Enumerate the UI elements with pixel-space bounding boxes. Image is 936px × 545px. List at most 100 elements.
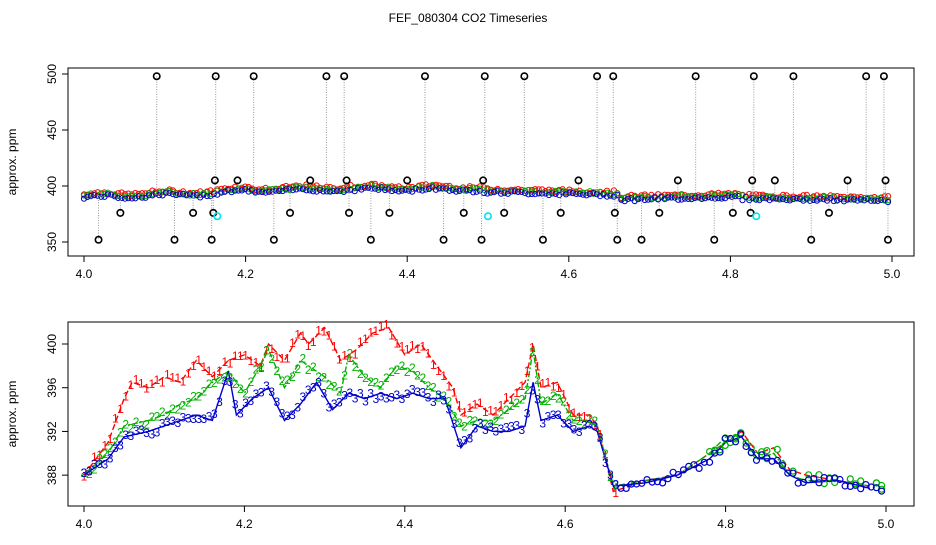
bottom-series-2-point-label: 2 bbox=[128, 422, 135, 436]
bottom-series-1-point-label: 1 bbox=[268, 342, 275, 356]
bottom-series-3-point-label: 3 bbox=[602, 456, 609, 470]
bottom-series-2-point-label: 2 bbox=[581, 418, 588, 432]
bottom-series-3-point-label: 3 bbox=[414, 385, 421, 399]
bottom-series-1-point-label: 1 bbox=[581, 410, 588, 424]
bottom-series-3-point bbox=[768, 457, 776, 465]
bottom-series-1-point-label: 1 bbox=[315, 323, 322, 337]
bottom-series-1-point-label: 1 bbox=[284, 352, 291, 366]
top-outlier-point bbox=[748, 176, 757, 185]
bottom-series-3-point-label: 3 bbox=[174, 416, 181, 430]
top-series-1-point bbox=[242, 183, 249, 190]
top-series-3-point bbox=[518, 188, 525, 195]
top-series-3-point bbox=[118, 194, 125, 202]
top-y-tick-label: 450 bbox=[45, 120, 59, 140]
bottom-series-2-point-label: 2 bbox=[320, 371, 327, 385]
top-series-3-point bbox=[156, 192, 163, 199]
top-outlier-point bbox=[843, 176, 852, 185]
bottom-series-3-point-label: 3 bbox=[164, 415, 171, 429]
bottom-series-3-point-label: 3 bbox=[294, 401, 301, 415]
bottom-series-3-point-label: 3 bbox=[159, 417, 166, 431]
top-series-3-point bbox=[624, 195, 632, 202]
bottom-series-3-point-label: 3 bbox=[492, 424, 499, 438]
bottom-series-3-point-label: 3 bbox=[597, 431, 604, 445]
bottom-series-2-point-label: 2 bbox=[107, 441, 114, 455]
bottom-series-1-point-label: 1 bbox=[461, 406, 468, 420]
bottom-series-3-point bbox=[737, 430, 745, 438]
bottom-series-2-point-label: 2 bbox=[133, 415, 140, 429]
bottom-series-2-point-label: 2 bbox=[357, 367, 364, 381]
top-series-2-point bbox=[840, 196, 848, 203]
top-series-2-point bbox=[861, 195, 868, 202]
bottom-series-1-point-label: 1 bbox=[247, 354, 254, 368]
bottom-series-2-point-label: 2 bbox=[310, 360, 317, 374]
bottom-series-1-point-label: 1 bbox=[242, 349, 249, 363]
bottom-series-3-point-label: 3 bbox=[466, 432, 473, 446]
bottom-series-1-point-label: 1 bbox=[341, 348, 348, 362]
bottom-series-3-point-label: 3 bbox=[263, 379, 270, 393]
bottom-series-3-point-label: 3 bbox=[524, 406, 531, 420]
bottom-series-1-point-label: 1 bbox=[487, 404, 494, 418]
top-series-3-point bbox=[618, 196, 625, 203]
bottom-series-1-point-label: 1 bbox=[117, 402, 124, 416]
bottom-series-1-point-label: 1 bbox=[529, 341, 536, 355]
top-series-3-point bbox=[645, 196, 652, 203]
top-outlier-point bbox=[403, 176, 412, 185]
bottom-series-1-point bbox=[726, 439, 735, 447]
bottom-series-1-point-label: 1 bbox=[310, 335, 317, 349]
bottom-series-2-point-label: 2 bbox=[586, 412, 593, 426]
bottom-series-2-point-label: 2 bbox=[347, 347, 354, 361]
top-series-3-point bbox=[409, 188, 416, 195]
top-outlier-point bbox=[306, 176, 315, 185]
bottom-series-3-point-label: 3 bbox=[201, 412, 208, 426]
bottom-series-3-point-label: 3 bbox=[138, 423, 145, 437]
top-series-3-point bbox=[169, 191, 176, 198]
bottom-series-2-point-label: 2 bbox=[190, 390, 197, 404]
bottom-series-3-point-label: 3 bbox=[305, 383, 312, 397]
top-plot-area bbox=[80, 72, 892, 244]
bottom-series-2-point-label: 2 bbox=[211, 376, 218, 390]
bottom-series-2-point-label: 2 bbox=[206, 377, 213, 391]
top-outlier-point bbox=[637, 235, 646, 244]
top-series-2-point bbox=[867, 194, 875, 201]
bottom-series-3-point-label: 3 bbox=[409, 382, 416, 396]
bottom-plot-area: 1111111111111111111111111111111111111111… bbox=[81, 318, 886, 500]
bottom-series-3-point-label: 3 bbox=[274, 395, 281, 409]
bottom-series-3-point-label: 3 bbox=[393, 388, 400, 402]
top-x-tick-label: 4.2 bbox=[237, 267, 254, 281]
top-series-2-point bbox=[476, 185, 483, 192]
top-series-3-point bbox=[385, 186, 392, 193]
bottom-series-3-point bbox=[825, 475, 834, 483]
bottom-series-3-point bbox=[836, 475, 844, 484]
top-series-3-point bbox=[449, 186, 456, 194]
bottom-series-1-point-label: 1 bbox=[180, 374, 187, 388]
bottom-series-3-point bbox=[700, 458, 708, 466]
bottom-y-axis-label: approx. ppm bbox=[5, 381, 19, 448]
bottom-series-3-point-label: 3 bbox=[419, 385, 426, 399]
bottom-series-3-point bbox=[841, 482, 849, 490]
top-series-3-point bbox=[864, 195, 871, 203]
bottom-series-2-point-label: 2 bbox=[607, 470, 614, 484]
bottom-series-1-point-label: 1 bbox=[81, 470, 88, 484]
top-outlier-point bbox=[480, 72, 489, 81]
bottom-series-2-point-label: 2 bbox=[367, 375, 374, 389]
bottom-series-2-point-label: 2 bbox=[300, 352, 307, 366]
top-series-3-point bbox=[739, 197, 746, 204]
bottom-series-2-point-label: 2 bbox=[154, 410, 161, 424]
top-outlier-point bbox=[459, 208, 468, 217]
top-series-3-point bbox=[135, 193, 142, 200]
bottom-series-3-point-label: 3 bbox=[399, 392, 406, 406]
top-x-tick-label: 4.4 bbox=[399, 267, 416, 281]
bottom-series-3-point-label: 3 bbox=[320, 387, 327, 401]
top-outlier-point bbox=[710, 235, 719, 244]
bottom-series-2-point-label: 2 bbox=[315, 370, 322, 384]
bottom-series-3-point-label: 3 bbox=[237, 407, 244, 421]
bottom-series-2-point-label: 2 bbox=[159, 405, 166, 419]
bottom-series-2-point-label: 2 bbox=[414, 369, 421, 383]
bottom-y-tick-label: 396 bbox=[45, 377, 59, 397]
bottom-series-3-point bbox=[695, 464, 703, 472]
bottom-series-3-point bbox=[627, 480, 636, 488]
bottom-series-3-point-label: 3 bbox=[404, 387, 411, 401]
bottom-series-1-point-label: 1 bbox=[347, 351, 354, 365]
top-series-1-point bbox=[443, 182, 450, 189]
bottom-axes: 4.0 4.2 4.4 4.6 4.8 5.0 388 392 396 400 bbox=[45, 334, 895, 531]
